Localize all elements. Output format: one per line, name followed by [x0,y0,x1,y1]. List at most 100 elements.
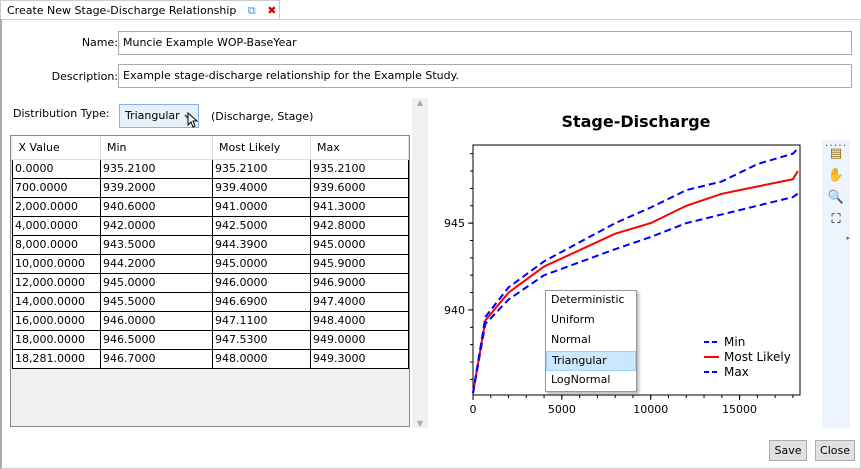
dropdown-option[interactable]: Triangular [546,351,636,371]
table-cell[interactable]: 700.0000 [12,177,101,198]
table-cell[interactable]: 0.0000 [12,158,101,179]
close-button[interactable]: Close [815,440,855,461]
distribution-dropdown-list: Deterministic Uniform Normal Triangular LogN… [545,290,637,392]
table-row[interactable]: 8,000.0000 943.5000 944.3900 945.0000 [12,234,409,255]
annotation-icon[interactable]: ▤ [829,146,843,161]
table-cell[interactable]: 945.5000 [100,291,213,312]
table-cell[interactable]: 948.0000 [212,348,311,369]
mouse-cursor-icon [187,112,198,128]
table-cell[interactable]: 946.9000 [310,272,409,293]
table-cell[interactable]: 16,000.0000 [12,310,101,331]
document-tab[interactable]: Create New Stage-Discharge Relationship … [0,0,280,20]
table-row[interactable]: 2,000.0000 940.6000 941.0000 941.3000 [12,196,409,217]
table-cell[interactable]: 943.5000 [100,234,213,255]
table-cell[interactable]: 8,000.0000 [12,234,101,255]
table-cell[interactable]: 946.5000 [100,329,213,350]
table-row[interactable]: 12,000.0000 945.0000 946.0000 946.9000 [12,272,409,293]
dropdown-option[interactable]: Uniform [551,313,595,326]
table-cell[interactable]: 949.0000 [310,329,409,350]
chart-toolbar: ..... ▤ ✋ 🔍 ⛶ ▸ [822,137,850,428]
table-cell[interactable]: 944.2000 [100,253,213,274]
table-row[interactable]: 10,000.0000 944.2000 945.0000 945.9000 [12,253,409,274]
table-cell[interactable]: 946.7000 [100,348,213,369]
table-cell[interactable]: 945.9000 [310,253,409,274]
close-icon[interactable]: ✖ [267,4,277,17]
table-cell[interactable]: 935.2100 [100,158,213,179]
table-cell[interactable]: 18,000.0000 [12,329,101,350]
distribution-select[interactable]: Triangular [119,104,199,128]
table-cell[interactable]: 942.8000 [310,215,409,236]
table-cell[interactable]: 945.0000 [310,234,409,255]
name-label: Name: [81,36,118,49]
table-cell[interactable]: 947.5300 [212,329,311,350]
y-tick-label: 945 [444,217,465,230]
expand-icon[interactable]: ▸ [846,234,850,242]
name-input[interactable]: Muncie Example WOP-BaseYear [118,31,852,55]
table-cell[interactable]: 940.6000 [100,196,213,217]
table-row[interactable]: 18,281.0000 946.7000 948.0000 949.3000 [12,348,409,369]
pan-hand-icon[interactable]: ✋ [827,168,845,183]
col-x-value[interactable]: X Value [12,136,101,160]
dropdown-option[interactable]: Normal [551,333,591,346]
x-tick-label: 10000 [633,403,668,416]
x-tick-label: 0 [470,403,477,416]
description-label: Description: [51,70,118,83]
table-cell[interactable]: 944.3900 [212,234,311,255]
series-line-max [472,147,799,394]
legend-label: Most Likely [724,350,791,364]
dropdown-option[interactable]: LogNormal [551,373,611,386]
table-row[interactable]: 14,000.0000 945.5000 946.6900 947.4000 [12,291,409,312]
table-cell[interactable]: 942.5000 [212,215,311,236]
table-cell[interactable]: 946.0000 [100,310,213,331]
table-cell[interactable]: 945.0000 [100,272,213,293]
plot-area [472,144,801,396]
table-row[interactable]: 700.0000 939.2000 939.4000 939.6000 [12,177,409,198]
stage-discharge-chart: Stage-Discharge 0 5000 10000 15000 940 945 Min… [444,112,801,416]
data-grid[interactable]: X Value Min Most Likely Max 0.0000 935.21… [10,135,410,427]
description-input[interactable]: Example stage-discharge relationship for… [118,64,852,88]
table-cell[interactable]: 935.2100 [212,158,311,179]
table-cell[interactable]: 939.6000 [310,177,409,198]
table-cell[interactable]: 942.0000 [100,215,213,236]
col-max[interactable]: Max [310,136,409,160]
table-cell[interactable]: 948.4000 [310,310,409,331]
table-row[interactable]: 0.0000 935.2100 935.2100 935.2100 [12,158,409,179]
table-cell[interactable]: 12,000.0000 [12,272,101,293]
zoom-icon[interactable]: 🔍 [827,190,845,205]
table-row[interactable]: 18,000.0000 946.5000 947.5300 949.0000 [12,329,409,350]
vertical-scrollbar[interactable]: ▲ ▼ [412,98,428,428]
dropdown-option[interactable]: Deterministic [551,293,625,306]
table-cell[interactable]: 947.4000 [310,291,409,312]
col-most-likely[interactable]: Most Likely [212,136,311,160]
fit-extent-icon[interactable]: ⛶ [831,212,841,227]
table-row[interactable]: 16,000.0000 946.0000 947.1100 948.4000 [12,310,409,331]
table-cell[interactable]: 4,000.0000 [12,215,101,236]
chart-title: Stage-Discharge [561,112,710,131]
table-cell[interactable]: 939.2000 [100,177,213,198]
table-cell[interactable]: 945.0000 [212,253,311,274]
table-cell[interactable]: 18,281.0000 [12,348,101,369]
pair-hint: (Discharge, Stage) [211,110,314,123]
table-cell[interactable]: 947.1100 [212,310,311,331]
table-row[interactable]: 4,000.0000 942.0000 942.5000 942.8000 [12,215,409,236]
col-min[interactable]: Min [100,136,213,160]
table-cell[interactable]: 14,000.0000 [12,291,101,312]
table-cell[interactable]: 946.0000 [212,272,311,293]
table-cell[interactable]: 941.0000 [212,196,311,217]
table-cell[interactable]: 935.2100 [310,158,409,179]
y-tick-label: 940 [444,304,465,317]
series-line-min [472,192,799,394]
table-cell[interactable]: 946.6900 [212,291,311,312]
x-tick-label: 15000 [722,403,757,416]
table-cell[interactable]: 939.4000 [212,177,311,198]
table-cell[interactable]: 941.3000 [310,196,409,217]
table-cell[interactable]: 949.3000 [310,348,409,369]
table-cell[interactable]: 10,000.0000 [12,253,101,274]
table-cell[interactable]: 2,000.0000 [12,196,101,217]
x-tick-label: 5000 [548,403,576,416]
series-line-most-likely [472,170,799,394]
tab-title: Create New Stage-Discharge Relationship [7,4,237,17]
distribution-label: Distribution Type: [13,107,110,120]
popout-icon[interactable]: ⧉ [247,4,256,17]
save-button[interactable]: Save [769,440,807,461]
